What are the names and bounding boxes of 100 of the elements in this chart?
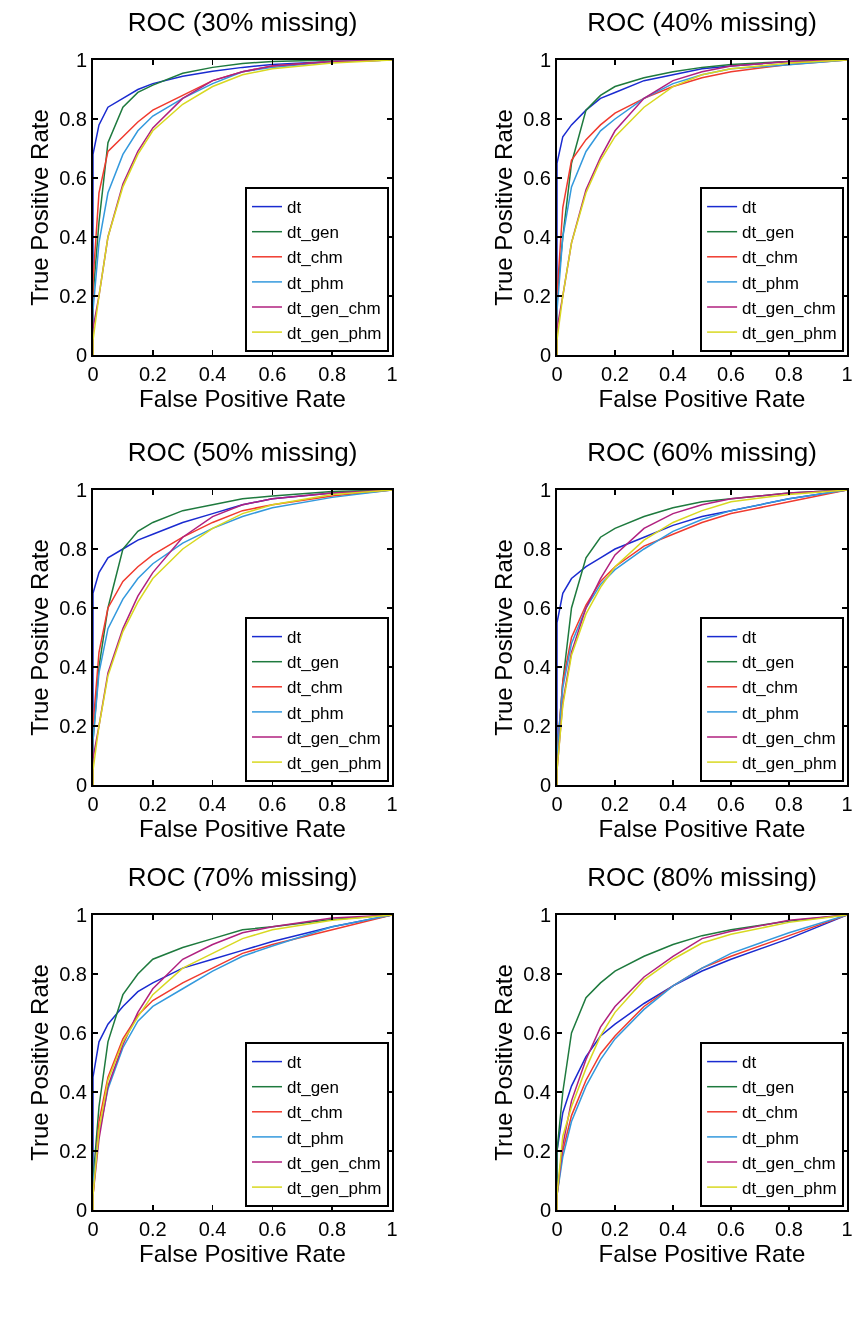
y-tick-label: 0.2 [523, 1140, 551, 1162]
chart-title: ROC (60% missing) [587, 437, 817, 468]
y-axis-title: True Positive Rate [25, 539, 53, 736]
legend-label: dt_chm [287, 248, 343, 268]
x-tick-label: 0.6 [717, 793, 745, 815]
y-tick-label: 1 [75, 479, 87, 501]
x-axis-title: False Positive Rate [598, 1240, 806, 1267]
x-tick-label: 1 [386, 363, 398, 385]
x-tick-label: 0.8 [318, 1218, 347, 1240]
legend-label: dt_chm [742, 678, 798, 698]
x-tick-label: 1 [841, 363, 853, 385]
y-axis-title: True Positive Rate [25, 109, 53, 306]
legend-label: dt_gen [287, 223, 340, 243]
line-series [93, 490, 392, 785]
y-axis-title: True Positive Rate [489, 539, 517, 736]
y-tick-label: 0.2 [523, 715, 551, 737]
legend-label: dt_chm [287, 1103, 343, 1123]
x-tick-label: 0.4 [659, 1218, 687, 1240]
legend-label: dt_gen_phm [287, 1178, 382, 1198]
y-tick-label: 0.4 [523, 226, 551, 248]
y-tick-label: 1 [539, 479, 551, 501]
legend-label: dt_gen [287, 1078, 340, 1098]
y-tick-label: 1 [75, 904, 87, 926]
legend-label: dt_gen_chm [287, 1153, 381, 1173]
line-series [557, 60, 847, 355]
x-tick-label: 0.6 [717, 363, 745, 385]
y-tick-label: 0.6 [59, 597, 87, 619]
y-tick-label: 1 [539, 49, 551, 71]
x-tick-label: 0.4 [198, 363, 227, 385]
y-axis-title: True Positive Rate [489, 109, 517, 306]
legend-label: dt [287, 1053, 302, 1073]
y-tick-label: 0.8 [59, 963, 87, 985]
x-tick-label: 0.2 [138, 793, 167, 815]
y-tick-label: 0.6 [523, 167, 551, 189]
legend-label: dt [742, 198, 757, 218]
line-series [557, 915, 847, 1210]
y-tick-label: 0.6 [59, 167, 87, 189]
chart-title: ROC (40% missing) [587, 7, 817, 38]
legend-label: dt_gen_chm [287, 298, 381, 318]
legend-label: dt [742, 1053, 757, 1073]
x-tick-label: 0.6 [258, 793, 287, 815]
x-tick-label: 0.6 [717, 1218, 745, 1240]
x-tick-label: 0.4 [659, 363, 687, 385]
y-tick-label: 0.4 [523, 1081, 551, 1103]
y-tick-label: 0 [539, 344, 551, 366]
y-tick-label: 0.8 [523, 538, 551, 560]
legend-label: dt_phm [742, 273, 799, 293]
legend-label: dt_gen_chm [742, 1153, 836, 1173]
line-series [93, 915, 392, 1210]
y-tick-label: 0.6 [59, 1022, 87, 1044]
chart-title: ROC (50% missing) [127, 437, 358, 468]
x-tick-label: 0.2 [601, 793, 629, 815]
y-tick-label: 0.4 [59, 656, 87, 678]
x-axis-title: False Positive Rate [139, 1240, 346, 1267]
y-tick-label: 0 [75, 774, 87, 796]
legend-label: dt_chm [742, 248, 798, 268]
y-tick-label: 0.2 [523, 285, 551, 307]
y-tick-label: 0.8 [523, 108, 551, 130]
legend-label: dt_phm [742, 1128, 799, 1148]
y-tick-label: 0.8 [59, 538, 87, 560]
legend-label: dt_phm [287, 1128, 344, 1148]
legend-label: dt_gen_chm [742, 298, 836, 318]
chart-title: ROC (70% missing) [127, 862, 358, 893]
y-tick-label: 0.2 [59, 1140, 87, 1162]
x-tick-label: 0.4 [198, 1218, 227, 1240]
y-tick-label: 1 [539, 904, 551, 926]
line-series [557, 490, 847, 785]
y-tick-label: 0.8 [523, 963, 551, 985]
legend-label: dt_gen [742, 223, 795, 243]
x-tick-label: 0.4 [198, 793, 227, 815]
y-tick-label: 0.4 [59, 226, 87, 248]
legend-label: dt_gen_chm [287, 728, 381, 748]
y-axis-title: True Positive Rate [25, 964, 53, 1161]
x-axis-title: False Positive Rate [598, 385, 806, 412]
legend-label: dt_gen_phm [742, 1178, 837, 1198]
x-tick-label: 0.8 [318, 793, 347, 815]
chart-title: ROC (80% missing) [587, 862, 817, 893]
x-tick-label: 0.2 [138, 1218, 167, 1240]
y-tick-label: 0.6 [523, 597, 551, 619]
x-tick-label: 0.8 [775, 363, 803, 385]
y-tick-label: 0 [75, 1199, 87, 1221]
x-axis-title: False Positive Rate [139, 815, 346, 842]
y-tick-label: 0.2 [59, 285, 87, 307]
y-tick-label: 0 [539, 774, 551, 796]
legend-label: dt_gen_phm [287, 323, 382, 343]
legend-label: dt [742, 628, 757, 648]
legend-label: dt_gen_chm [742, 728, 836, 748]
x-tick-label: 0.2 [601, 363, 629, 385]
legend-label: dt_phm [287, 273, 344, 293]
legend-label: dt_chm [742, 1103, 798, 1123]
x-tick-label: 0.6 [258, 363, 287, 385]
x-tick-label: 1 [841, 793, 853, 815]
legend-label: dt_gen_phm [742, 323, 837, 343]
x-tick-label: 0.6 [258, 1218, 287, 1240]
y-tick-label: 0.6 [523, 1022, 551, 1044]
legend-label: dt_phm [742, 703, 799, 723]
y-tick-label: 0 [539, 1199, 551, 1221]
y-tick-label: 0.4 [523, 656, 551, 678]
legend-label: dt_gen_phm [287, 753, 382, 773]
y-tick-label: 0.4 [59, 1081, 87, 1103]
